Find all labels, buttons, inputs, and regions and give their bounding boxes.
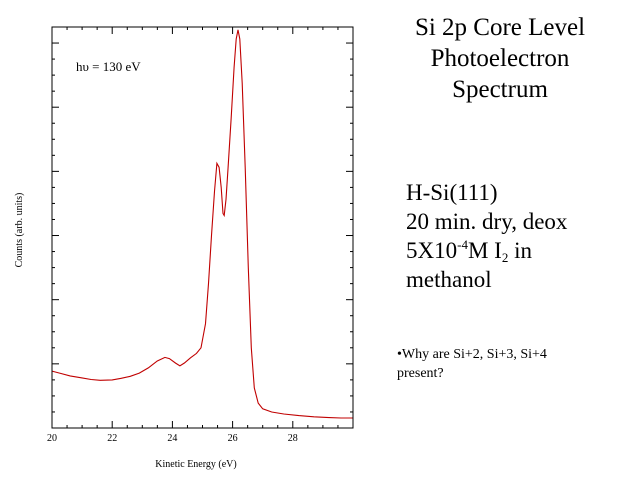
title-line-3: Spectrum: [452, 76, 548, 103]
x-tick-label: 26: [228, 433, 238, 444]
x-axis-ticks: [51, 27, 354, 428]
x-axis-label: Kinetic Energy (eV): [155, 459, 236, 470]
plot-frame: [51, 26, 354, 429]
iodine-subscript: 2: [501, 250, 509, 265]
concentration-base: 5X10: [406, 238, 458, 263]
x-tick-label: 22: [107, 433, 117, 444]
sample-line-1: H-Si(111): [406, 180, 498, 205]
x-tick-labels: 20 22 24 26 28: [47, 433, 298, 444]
slide-title: Si 2p Core Level Photoelectron Spectrum: [380, 12, 620, 105]
x-tick-label: 24: [167, 433, 177, 444]
sample-line-2: 20 min. dry, deox: [406, 209, 568, 234]
title-line-2: Photoelectron: [430, 45, 570, 72]
x-tick-label: 20: [47, 433, 57, 444]
sample-line-3: 5X10-4M I2 in: [406, 236, 567, 265]
title-line-1: Si 2p Core Level: [414, 14, 586, 41]
spectrum-line: [51, 29, 353, 419]
y-axis-ticks: [52, 26, 353, 429]
photon-energy-annotation: hυ = 130 eV: [76, 59, 141, 74]
question-note: •Why are Si+2, Si+3, Si+4 present?: [397, 347, 547, 381]
y-axis-label: Counts (arb. units): [14, 193, 25, 268]
sample-line-4: methanol: [406, 267, 492, 292]
in-word: in: [508, 238, 532, 263]
x-tick-label: 28: [288, 433, 298, 444]
molar-iodine: M I: [467, 238, 502, 263]
spectrum-chart: 20 22 24 26 28 hυ = 130 eV Kinetic Energy (e…: [14, 26, 354, 470]
sample-description: H-Si(111) 20 min. dry, deox 5X10-4M I2 i…: [406, 178, 567, 294]
concentration-exponent: -4: [457, 237, 468, 252]
